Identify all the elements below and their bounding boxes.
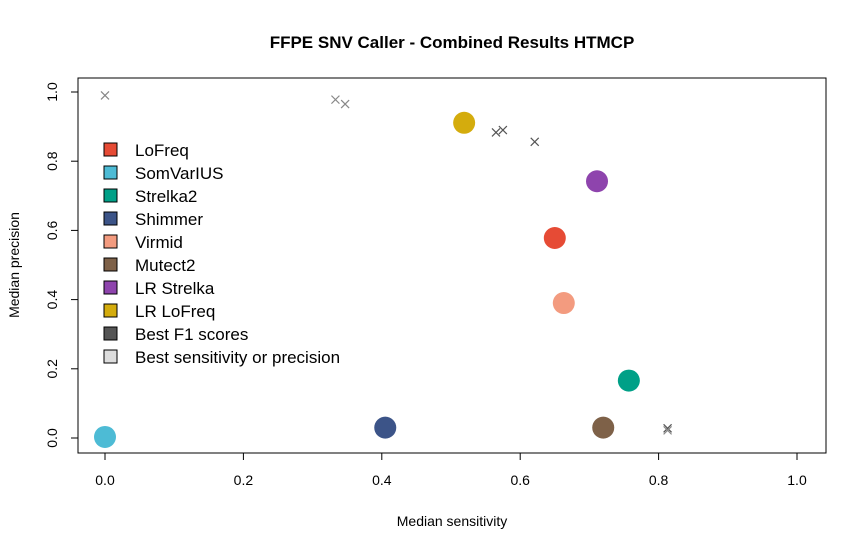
legend: LoFreq SomVarIUS Strelka2 Shimmer Virmid Mute… <box>103 141 340 367</box>
data-point-mutect2 <box>592 416 615 439</box>
cross-marker <box>100 91 110 100</box>
cross-stroke <box>100 91 110 100</box>
cross-stroke <box>331 95 340 105</box>
y-tick-label: 1.0 <box>44 82 60 102</box>
y-tick-label: 0.2 <box>44 359 60 379</box>
y-tick-label: 0.6 <box>44 220 60 240</box>
cross-marker <box>340 99 350 109</box>
x-tick-label: 0.0 <box>95 472 115 488</box>
legend-label: LoFreq <box>135 141 189 160</box>
legend-swatch <box>103 349 118 364</box>
data-point-lofreq <box>543 227 566 250</box>
legend-label: Best sensitivity or precision <box>135 348 340 367</box>
y-tick-label: 0.4 <box>44 290 60 310</box>
legend-item: SomVarIUS <box>103 164 224 183</box>
legend-item: LR LoFreq <box>103 302 215 321</box>
x-axis: 0.0 0.2 0.4 0.6 0.8 1.0 <box>95 452 807 488</box>
legend-swatch <box>103 257 118 272</box>
cross-stroke <box>498 125 508 135</box>
y-axis: 0.0 0.2 0.4 0.6 0.8 1.0 <box>44 82 79 448</box>
cross-marker <box>663 425 673 435</box>
x-tick-label: 0.6 <box>510 472 530 488</box>
legend-label: LR Strelka <box>135 279 215 298</box>
x-tick-label: 0.4 <box>372 472 392 488</box>
data-point-lr-strelka <box>586 170 609 193</box>
legend-label: LR LoFreq <box>135 302 215 321</box>
data-point-strelka2 <box>617 369 640 392</box>
legend-label: Virmid <box>135 233 183 252</box>
cross-marker <box>331 95 340 105</box>
legend-swatch <box>103 326 118 341</box>
legend-label: Mutect2 <box>135 256 195 275</box>
data-point-shimmer <box>374 416 397 439</box>
legend-swatch <box>103 280 118 295</box>
legend-item: Strelka2 <box>103 187 197 206</box>
x-tick-label: 0.8 <box>649 472 669 488</box>
cross-marker <box>663 423 673 433</box>
legend-item: LR Strelka <box>103 279 215 298</box>
data-point-somvarius <box>94 425 116 448</box>
legend-item: Mutect2 <box>103 256 195 275</box>
legend-item: Best sensitivity or precision <box>103 348 340 367</box>
legend-item: Shimmer <box>103 210 203 229</box>
cross-marker <box>530 137 540 147</box>
x-tick-label: 1.0 <box>787 472 807 488</box>
y-tick-label: 0.8 <box>44 151 60 171</box>
y-axis-label: Median precision <box>6 212 22 318</box>
cross-stroke <box>340 99 350 109</box>
cross-stroke <box>491 128 501 137</box>
x-tick-label: 0.2 <box>234 472 254 488</box>
legend-swatch <box>103 211 118 226</box>
legend-swatch <box>103 165 118 180</box>
cross-stroke <box>530 137 540 147</box>
cross-stroke <box>663 425 673 435</box>
legend-item: LoFreq <box>103 141 189 160</box>
cross-marker <box>498 125 508 135</box>
legend-label: Strelka2 <box>135 187 197 206</box>
legend-item: Virmid <box>103 233 183 252</box>
legend-label: Shimmer <box>135 210 203 229</box>
legend-label: Best F1 scores <box>135 325 248 344</box>
legend-label: SomVarIUS <box>135 164 224 183</box>
cross-marker <box>491 128 501 137</box>
data-points <box>94 111 640 448</box>
data-point-lr-lofreq <box>453 111 476 134</box>
legend-swatch <box>103 234 118 249</box>
x-axis-label: Median sensitivity <box>397 513 508 529</box>
legend-item: Best F1 scores <box>103 325 248 344</box>
y-tick-label: 0.0 <box>44 428 60 448</box>
chart-title: FFPE SNV Caller - Combined Results HTMCP <box>270 33 635 52</box>
legend-swatch <box>103 188 118 203</box>
cross-stroke <box>663 423 673 433</box>
legend-swatch <box>103 303 118 318</box>
legend-swatch <box>103 142 118 157</box>
cross-markers <box>100 91 673 435</box>
data-point-virmid <box>552 292 575 315</box>
